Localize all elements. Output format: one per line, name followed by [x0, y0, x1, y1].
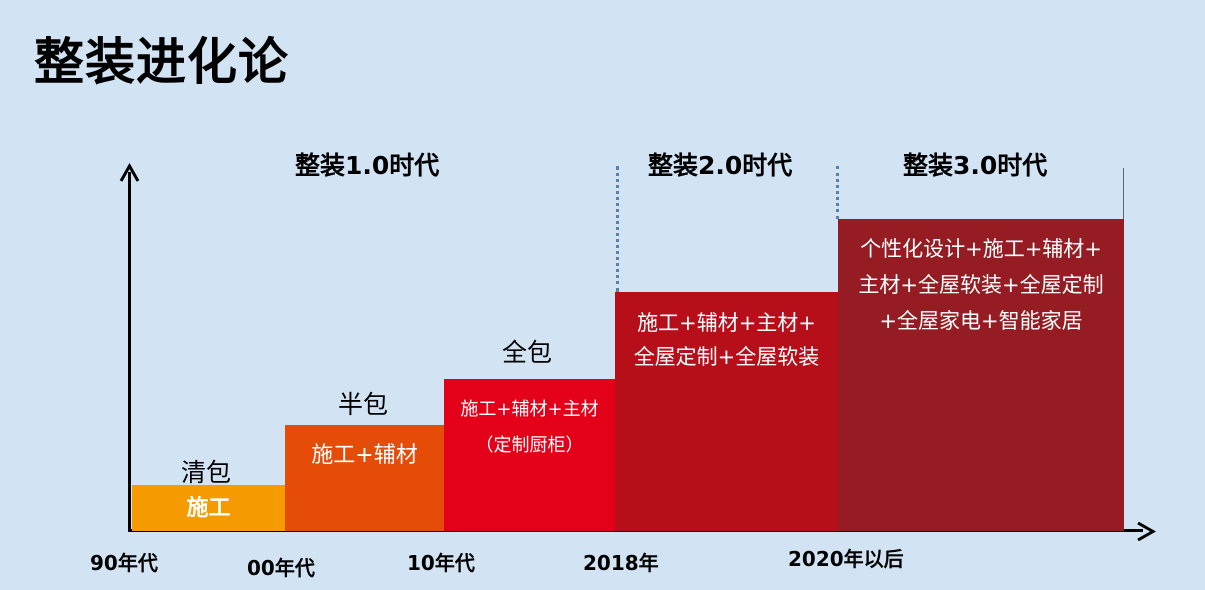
- block-text: 个性化设计+施工+辅材+: [860, 237, 1102, 261]
- level-name: 半包: [338, 390, 389, 419]
- y-axis-arrow-icon: [119, 163, 140, 182]
- block-text: 施工+辅材+主材: [460, 399, 599, 420]
- block-text: 施工+辅材: [311, 443, 418, 468]
- y-axis: [128, 172, 131, 532]
- level-name: 全包: [502, 338, 553, 367]
- x-tick-label: 90年代: [90, 551, 158, 575]
- level-block-banbao: 施工+辅材: [285, 425, 444, 531]
- x-tick-label: 2020年以后: [788, 547, 904, 571]
- level-block-quanbao: 施工+辅材+主材 （定制厨柜）: [444, 379, 615, 531]
- block-text: 主材+全屋软装+全屋定制: [858, 273, 1104, 297]
- era-label: 整装3.0时代: [903, 151, 1048, 180]
- era-end-line: [1123, 168, 1124, 219]
- era-label: 整装2.0时代: [648, 151, 793, 180]
- page-title: 整装进化论: [34, 33, 289, 91]
- level-block-2-0: 施工+辅材+主材+ 全屋定制+全屋软装: [615, 292, 838, 531]
- block-text: （定制厨柜）: [475, 435, 584, 456]
- level-block-3-0: 个性化设计+施工+辅材+ 主材+全屋软装+全屋定制 +全屋家电+智能家居: [838, 219, 1124, 531]
- x-tick-label: 2018年: [583, 551, 659, 575]
- block-text: +全屋家电+智能家居: [879, 309, 1083, 333]
- era-label: 整装1.0时代: [295, 151, 440, 180]
- x-axis-arrow-icon: [1137, 521, 1156, 541]
- block-text: 全屋定制+全屋软装: [633, 345, 820, 369]
- era-divider: [836, 166, 839, 219]
- era-divider: [616, 166, 619, 292]
- level-block-qingbao: 施工: [132, 485, 285, 531]
- x-tick-label: 10年代: [407, 551, 475, 575]
- block-text: 施工: [186, 496, 231, 521]
- block-text: 施工+辅材+主材+: [637, 311, 816, 335]
- x-tick-label: 00年代: [247, 556, 315, 580]
- level-name: 清包: [181, 458, 232, 487]
